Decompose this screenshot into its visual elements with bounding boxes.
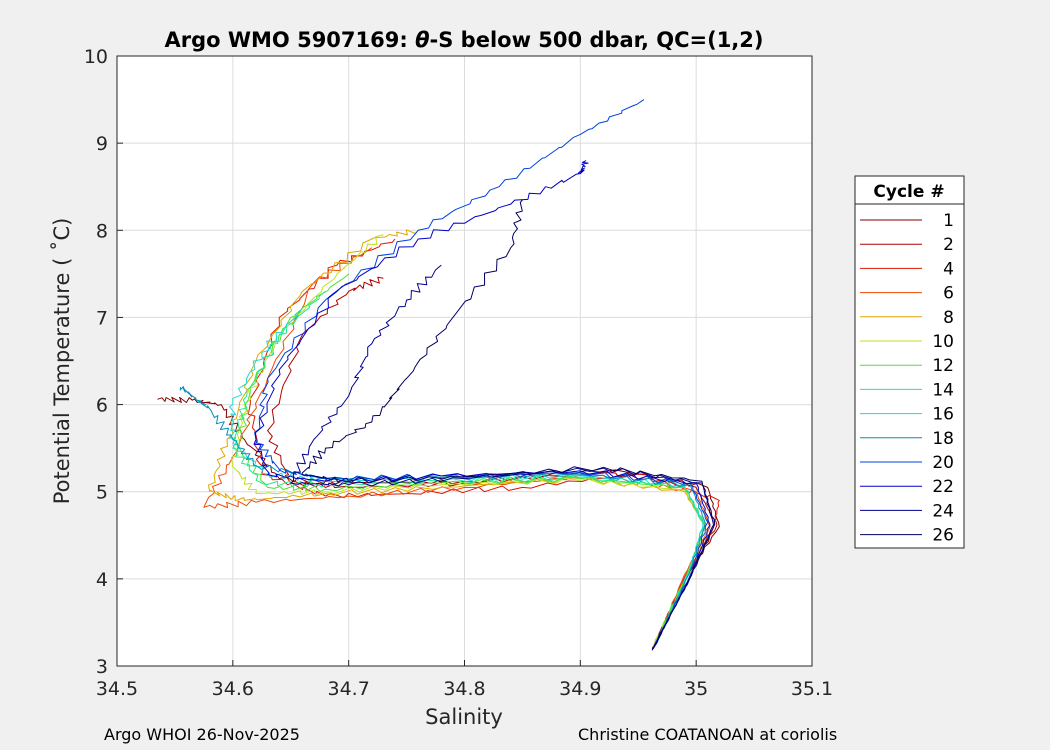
- footer-right: Christine COATANOAN at coriolis: [578, 725, 837, 744]
- series-line-cycle-22: [253, 160, 711, 651]
- x-tick-label: 35.1: [791, 678, 833, 700]
- series-layer: [157, 99, 720, 651]
- y-tick-label: 7: [96, 307, 108, 329]
- legend-label-cycle-26: 26: [932, 526, 954, 546]
- legend-label-cycle-2: 2: [943, 235, 954, 255]
- y-tick-label: 6: [96, 395, 108, 417]
- title-prefix: Argo WMO 5907169:: [164, 28, 415, 52]
- chart-title: Argo WMO 5907169: θ-S below 500 dbar, QC…: [164, 28, 763, 52]
- series-line-cycle-26: [301, 199, 716, 650]
- plot-frame: [116, 55, 813, 667]
- x-tick-labels: 34.5 34.6 34.7 34.8 34.9 35 35.1: [96, 678, 833, 700]
- y-tick-label: 9: [96, 133, 108, 155]
- title-theta: θ: [415, 28, 429, 52]
- x-axis-label: Salinity: [425, 705, 503, 729]
- legend-label-cycle-18: 18: [932, 429, 954, 449]
- legend-label-cycle-20: 20: [932, 453, 954, 473]
- y-tick-labels: 3 4 5 6 7 8 9 10: [84, 46, 108, 678]
- x-tick-label: 34.8: [443, 678, 485, 700]
- x-tick-label: 34.9: [559, 678, 601, 700]
- legend-label-cycle-16: 16: [932, 405, 954, 425]
- series-line-cycle-24: [290, 264, 714, 649]
- legend-title: Cycle #: [873, 182, 944, 202]
- series-line-cycle-18: [179, 386, 706, 646]
- legend-label-cycle-24: 24: [932, 501, 954, 521]
- y-tick-label: 10: [84, 46, 108, 68]
- legend-label-cycle-6: 6: [943, 284, 954, 304]
- x-tick-label: 34.6: [212, 678, 254, 700]
- y-tick-label: 4: [96, 569, 108, 591]
- legend-label-cycle-4: 4: [943, 259, 954, 279]
- x-tick-label: 34.5: [96, 678, 138, 700]
- x-tick-label: 35: [684, 678, 708, 700]
- y-tick-label: 8: [96, 220, 108, 242]
- legend-label-cycle-14: 14: [932, 380, 954, 400]
- legend-label-cycle-22: 22: [932, 477, 954, 497]
- legend-label-cycle-8: 8: [943, 308, 954, 328]
- legend-label-cycle-12: 12: [932, 356, 954, 376]
- y-tick-label: 3: [96, 656, 108, 678]
- series-line-cycle-20: [254, 99, 709, 649]
- y-axis-label: Potential Temperature ( ˚C): [50, 218, 74, 505]
- y-tick-label: 5: [96, 482, 108, 504]
- footer-left: Argo WHOI 26-Nov-2025: [104, 725, 300, 744]
- series-line-cycle-8: [208, 229, 709, 647]
- title-suffix: -S below 500 dbar, QC=(1,2): [430, 28, 764, 52]
- series-line-cycle-1: [157, 396, 720, 649]
- legend-label-cycle-10: 10: [932, 332, 954, 352]
- x-tick-label: 34.7: [328, 678, 370, 700]
- legend-label-cycle-1: 1: [943, 211, 954, 231]
